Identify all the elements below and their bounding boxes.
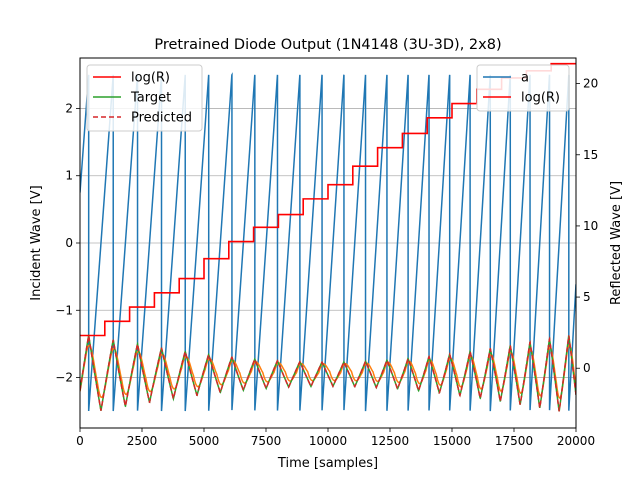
series-predicted-line xyxy=(80,333,576,412)
y-right-tick-label: 10 xyxy=(583,219,598,233)
y-axis-right: 0 5 10 15 20 xyxy=(576,77,598,375)
x-tick-label: 20000 xyxy=(557,434,595,448)
legend-box xyxy=(86,64,203,132)
x-tick-label: 15000 xyxy=(433,434,471,448)
series-orange-line xyxy=(80,344,576,399)
legend-label: Target xyxy=(130,91,171,106)
legend-label: a xyxy=(521,71,529,86)
y-right-tick-label: 0 xyxy=(583,361,591,375)
legend-left: log(R) Target Predicted xyxy=(86,64,203,132)
x-tick-label: 0 xyxy=(76,434,84,448)
chart-title: Pretrained Diode Output (1N4148 (3U-3D),… xyxy=(154,37,501,53)
y-axis-left: −2 −1 0 1 2 xyxy=(55,101,80,385)
y-left-tick-label: 1 xyxy=(65,169,73,183)
series-target-line xyxy=(80,333,576,412)
legend-label: log(R) xyxy=(131,71,170,86)
x-tick-label: 7500 xyxy=(251,434,282,448)
y-right-tick-label: 15 xyxy=(583,148,598,162)
legend-right: a log(R) xyxy=(476,64,570,112)
y-left-tick-label: 2 xyxy=(65,101,73,115)
x-axis: 0 2500 5000 7500 10000 12500 15000 17500 20000 xyxy=(76,428,595,448)
y-left-tick-label: 0 xyxy=(65,236,73,250)
x-tick-label: 5000 xyxy=(189,434,220,448)
y-axis-left-label: Incident Wave [V] xyxy=(29,185,44,300)
x-axis-label: Time [samples] xyxy=(277,456,378,471)
x-tick-label: 10000 xyxy=(309,434,347,448)
legend-label: Predicted xyxy=(131,111,192,126)
y-left-tick-label: −2 xyxy=(55,371,73,385)
grid xyxy=(80,108,576,378)
y-axis-right-label: Reflected Wave [V] xyxy=(609,181,624,305)
x-tick-label: 12500 xyxy=(371,434,409,448)
legend-label: log(R) xyxy=(521,91,560,106)
y-left-tick-label: −1 xyxy=(55,303,73,317)
y-right-tick-label: 5 xyxy=(583,290,591,304)
x-tick-label: 2500 xyxy=(127,434,158,448)
y-right-tick-label: 20 xyxy=(583,77,598,91)
x-tick-label: 17500 xyxy=(495,434,533,448)
